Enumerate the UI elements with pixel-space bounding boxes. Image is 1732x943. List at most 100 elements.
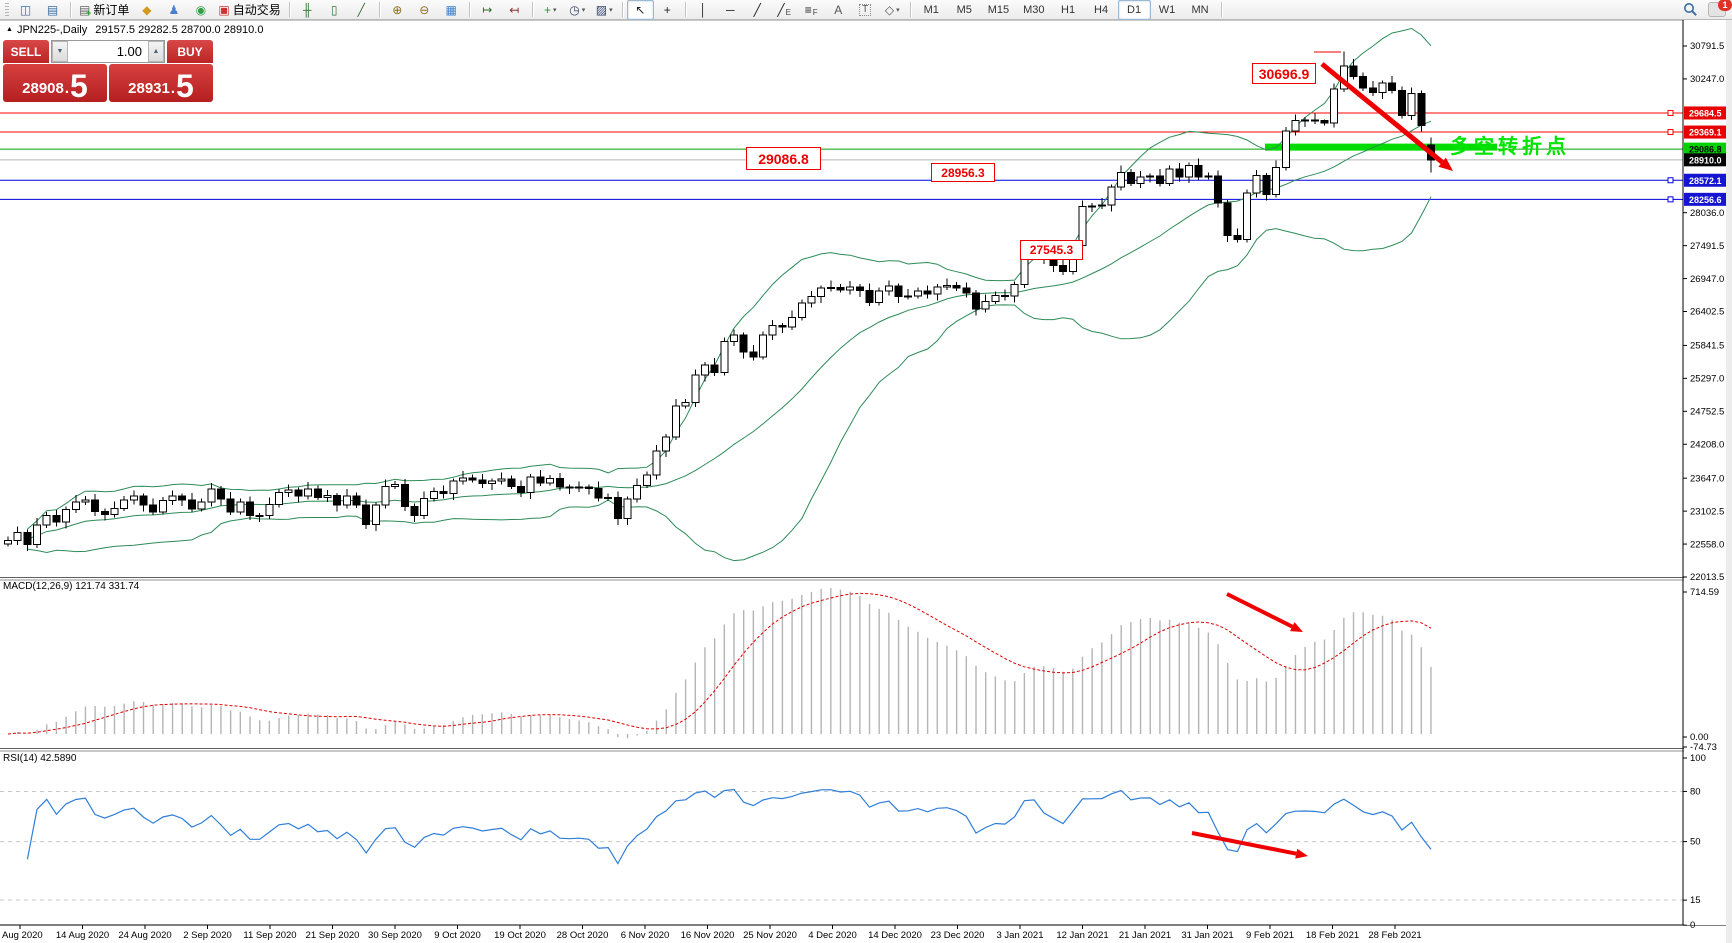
toolbar-group: + ▾ ◷ ▾ ▨ ▾ [537,0,618,20]
timeframe-mn[interactable]: MN [1191,3,1209,16]
price-axis-label: 23647.0 [1690,473,1724,484]
text-label-icon[interactable]: T [852,0,879,20]
experts-icon[interactable]: ♟ [168,2,180,17]
horizontal-line-icon[interactable]: ─ [725,2,735,17]
trend-reversal-text[interactable]: 多空转折点 [1450,136,1570,158]
price-axis-label: 27491.5 [1690,241,1724,252]
chart-window[interactable]: 30791.5 30247.0 28036.0 27491.5 26947.0 26402… [0,20,1732,943]
bar-chart-icon[interactable]: ╫ [302,2,312,17]
line-handle[interactable] [1667,177,1674,184]
sell-price-button[interactable]: 28908. 5 [3,64,107,102]
line-handle[interactable] [1667,109,1674,116]
line-chart-icon[interactable]: ╱ [357,2,365,17]
price-annotation[interactable]: 29086.8 [746,147,821,170]
equidistant-channel-icon[interactable]: ╱ E [777,2,791,18]
chart-window-icon[interactable]: ◫ [19,2,32,17]
lot-stepper: ▼ ▲ [51,40,165,63]
main-panel [0,27,1683,562]
timeframe-group: M1 M5 M15 M30 H1 H4 D1 W1 MN [915,0,1217,20]
timeframe-w1[interactable]: W1 [1158,3,1176,16]
indicators-icon[interactable]: + ▾ [543,2,557,17]
arrows-icon[interactable]: ◇ ▾ [884,2,900,17]
candlestick-chart-icon[interactable]: ▯ [330,2,338,17]
price-axis-label: 26402.5 [1690,307,1724,318]
fibonacci-icon[interactable]: ≡ F [804,2,818,18]
price-badge-label: 29684.5 [1689,108,1722,118]
bollinger-band-line [27,27,1432,530]
rsi-axis-label: 15 [1690,895,1701,906]
date-axis-label: 9 Feb 2021 [1246,930,1294,941]
timeframe-m30[interactable]: M30 [1023,3,1045,16]
price-axis-label: 24208.0 [1690,439,1724,450]
symbol-name: JPN225-,Daily [16,24,88,36]
zoom-in-icon[interactable]: ⊕ [392,2,403,17]
buy-price-button[interactable]: 28931. 5 [109,64,213,102]
date-axis-label: 16 Nov 2020 [681,930,735,941]
price-badge [1684,142,1730,156]
metaeditor-icon[interactable]: ◆ [142,2,152,17]
timeframe-m15[interactable]: M15 [987,3,1010,16]
trend-arrow[interactable] [1320,62,1444,165]
date-axis-label: 21 Sep 2020 [306,930,360,941]
tile-windows-icon[interactable]: ▦ [445,2,457,17]
price-annotation[interactable]: 28956.3 [931,163,995,182]
signals-icon[interactable]: ◉ [195,2,207,17]
date-axis-label: 6 Nov 2020 [621,930,670,941]
timeframe-d1[interactable]: D1 [1117,0,1151,20]
date-axis-label: 14 Aug 2020 [56,930,109,941]
date-axis-label: 4 Dec 2020 [808,930,857,941]
support-band[interactable] [1265,143,1497,151]
trend-arrow[interactable] [1226,592,1294,629]
rsi-axis-label: 50 [1690,837,1701,848]
price-badge [1684,153,1730,167]
buy-button[interactable]: BUY [167,40,213,63]
toolbar-group: ▤ + 新订单 ◆ ♟ ◉ ▣ 自动交易 [75,0,285,20]
price-badge-label: 28572.1 [1689,176,1722,186]
chat-icon[interactable]: 1 [1708,0,1732,17]
autotrading-button[interactable]: ▣ 自动交易 [218,2,281,17]
zoom-out-icon[interactable]: ⊖ [419,2,430,17]
lot-input[interactable] [68,41,148,62]
rsi-axis-label: 0 [1690,920,1695,931]
toolbar-group: ⊕ ⊖ ▦ [384,0,465,20]
price-chart[interactable]: 30791.5 30247.0 28036.0 27491.5 26947.0 26402… [0,20,1732,943]
one-click-trading-panel: SELL ▼ ▲ BUY 28908.5 28931.5 [3,40,213,102]
line-handle[interactable] [1667,129,1674,136]
profiles-icon[interactable]: ▤ [46,2,59,17]
auto-scroll-icon[interactable]: ↦ [482,2,493,17]
timeframe-m1[interactable]: M1 [923,3,939,16]
collapse-triangle-icon[interactable]: ▲ [6,26,13,33]
toolbar-group: │ ─ ╱ ╱ E ≡ F A T ◇ ▾ [690,0,906,20]
price-axis-label: 22558.0 [1690,539,1724,550]
line-handle[interactable] [1667,196,1674,203]
periods-icon[interactable]: ◷ ▾ [569,2,586,17]
price-annotation[interactable]: 27545.3 [1020,240,1083,260]
date-axis-label: 9 Oct 2020 [434,930,480,941]
chart-shift-icon[interactable]: ↤ [509,2,520,17]
crosshair-icon[interactable]: + [663,2,671,17]
price-annotation[interactable]: 30696.9 [1252,63,1316,84]
timeframe-h4[interactable]: H4 [1094,3,1109,16]
trendline-icon[interactable]: ╱ [753,2,761,17]
ohlc-values: 29157.5 29282.5 28700.0 28910.0 [95,24,264,36]
lot-decrease-button[interactable]: ▼ [52,41,68,62]
search-icon[interactable] [1683,2,1698,17]
cursor-icon[interactable]: ↖ [626,0,654,20]
vertical-line-icon[interactable]: │ [699,2,707,17]
templates-icon[interactable]: ▨ ▾ [595,2,613,17]
lot-increase-button[interactable]: ▲ [148,41,164,62]
date-axis-label: 3 Jan 2021 [996,930,1043,941]
date-axis-label: 25 Nov 2020 [743,930,797,941]
new-order-button[interactable]: ▤ + 新订单 [79,2,130,18]
toolbar-group: ╫ ▯ ╱ [294,0,375,20]
timeframe-m5[interactable]: M5 [956,3,972,16]
rsi-axis-label: 100 [1690,753,1706,764]
price-axis-label: 23102.5 [1690,506,1724,517]
timeframe-h1[interactable]: H1 [1061,3,1076,16]
text-icon[interactable]: A [834,2,843,17]
price-axis-label: 30791.5 [1690,41,1724,52]
sell-button[interactable]: SELL [3,40,49,63]
macd-axis-label: 0.00 [1690,732,1709,743]
macd-panel [7,588,1432,739]
trend-arrow[interactable] [1191,831,1297,856]
